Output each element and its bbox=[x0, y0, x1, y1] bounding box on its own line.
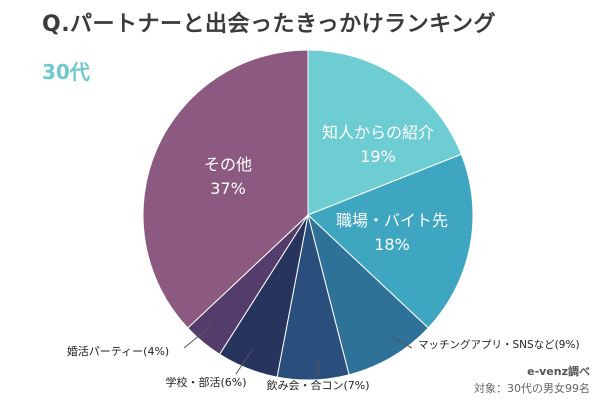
leader-lines bbox=[183, 324, 413, 376]
chart-subtitle: 30代 bbox=[42, 60, 90, 84]
target-note: 対象：30代の男女99名 bbox=[474, 382, 590, 395]
leader-line-5 bbox=[183, 324, 213, 349]
slice-value-0: 19% bbox=[360, 147, 396, 166]
pie-slices bbox=[142, 49, 474, 381]
pie-slice-6 bbox=[142, 49, 309, 329]
slice-label-6: その他 bbox=[204, 155, 252, 174]
pie-slice-1 bbox=[307, 153, 474, 329]
chart-title: Q.パートナーと出会ったきっかけランキング bbox=[42, 12, 497, 37]
source-note: e-venz調べ bbox=[527, 365, 590, 378]
leader-line-4 bbox=[235, 349, 253, 375]
slice-label-5: 婚活パーティー(4%) bbox=[67, 344, 169, 358]
leader-line-2 bbox=[391, 336, 413, 349]
slice-label-4: 学校・部活(6%) bbox=[165, 375, 246, 389]
slice-label-3: 飲み会・合コン(7%) bbox=[266, 378, 369, 392]
slice-label-1: 職場・バイト先 bbox=[336, 211, 448, 230]
slice-value-1: 18% bbox=[374, 235, 410, 254]
slice-label-0: 知人からの紹介 bbox=[322, 123, 434, 142]
slice-labels: 知人からの紹介 19% 職場・バイト先 18% マッチングアプリ・SNSなど(9%) 飲み… bbox=[67, 123, 580, 392]
slice-label-2: マッチングアプリ・SNSなど(9%) bbox=[418, 338, 580, 351]
slice-value-6: 37% bbox=[210, 179, 246, 198]
pie-slice-2 bbox=[307, 213, 429, 376]
pie-slice-0 bbox=[307, 49, 463, 216]
